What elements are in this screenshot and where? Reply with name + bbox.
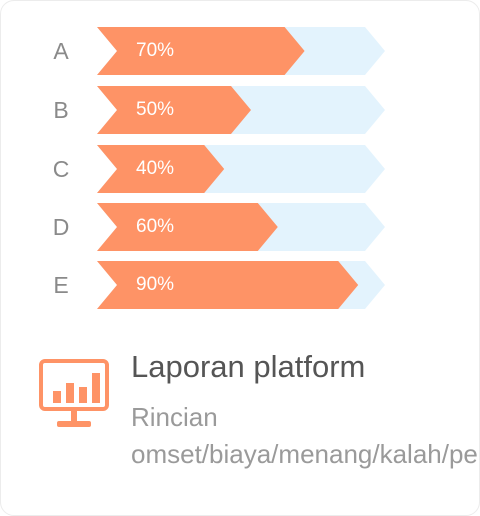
value-label: 50% [136,99,175,120]
bar-row: D 60% [1,203,479,251]
category-label: E [53,272,69,298]
bar-fill [97,86,251,134]
progress-bar-chart: A 70% B 50% C 40% D 60% E 90% [1,1,479,331]
bar-graphic [97,145,385,193]
bar-graphic [97,203,385,251]
bar-row: B 50% [1,86,479,134]
category-label: D [52,214,70,240]
category-label: A [53,38,69,64]
bar-graphic [97,86,385,134]
bar-fill [97,203,278,251]
info-title: Laporan platform [131,349,366,384]
bar-row: A 70% [1,27,479,75]
bar-row: C 40% [1,145,479,193]
value-label: 70% [136,40,175,61]
info-description: Rincian omset/biaya/menang/kalah/pendapa… [131,402,479,469]
category-label: B [53,97,69,123]
bar-fill [97,145,225,193]
value-label: 60% [136,216,175,237]
category-label: C [52,156,70,182]
value-label: 40% [136,158,175,179]
bar-graphic [97,27,385,75]
info-section: Laporan platform Rincian omset/biaya/men… [1,341,479,515]
bar-fill [97,27,305,75]
bar-graphic [97,261,385,309]
bar-fill [97,261,359,309]
monitor-chart-icon [39,359,109,427]
bar-row: E 90% [1,261,479,309]
value-label: 90% [136,274,175,295]
